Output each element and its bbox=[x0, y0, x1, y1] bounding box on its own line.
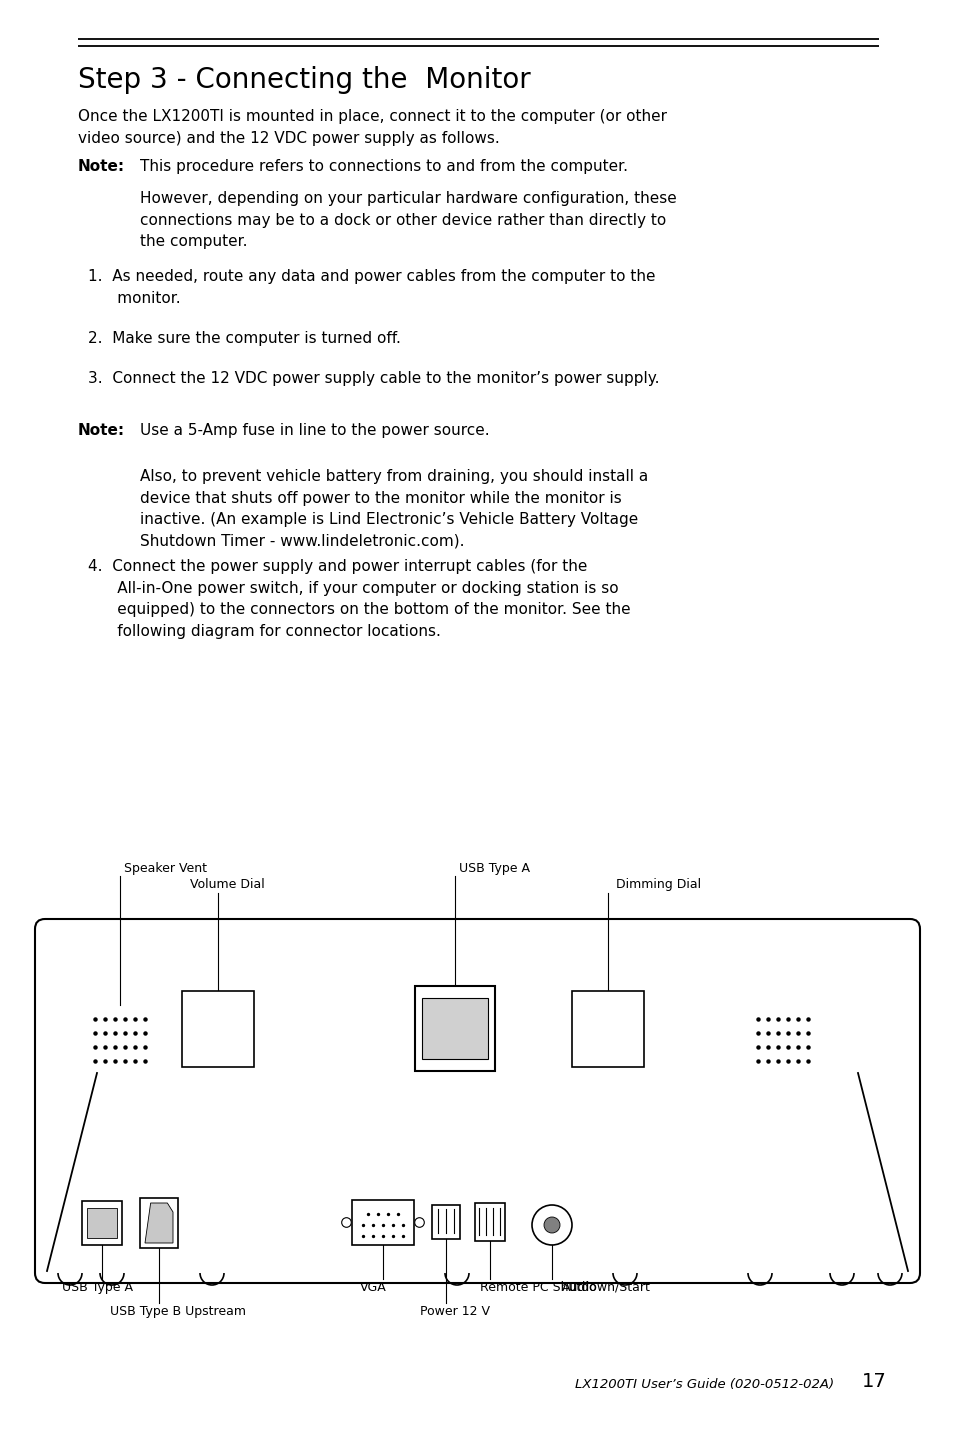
Text: Also, to prevent vehicle battery from draining, you should install a
device that: Also, to prevent vehicle battery from dr… bbox=[140, 469, 648, 550]
Text: Step 3 - Connecting the  Monitor: Step 3 - Connecting the Monitor bbox=[78, 66, 530, 94]
FancyBboxPatch shape bbox=[35, 919, 919, 1284]
Text: Use a 5-Amp fuse in line to the power source.: Use a 5-Amp fuse in line to the power so… bbox=[140, 424, 489, 438]
Text: However, depending on your particular hardware configuration, these
connections : However, depending on your particular ha… bbox=[140, 190, 676, 249]
Text: VGA: VGA bbox=[359, 1281, 386, 1294]
Text: USB Type B Upstream: USB Type B Upstream bbox=[110, 1305, 246, 1318]
Bar bbox=[421, 997, 488, 1059]
Text: 17: 17 bbox=[862, 1372, 886, 1391]
Circle shape bbox=[415, 1218, 424, 1228]
Circle shape bbox=[543, 1216, 559, 1234]
Bar bbox=[140, 1198, 178, 1248]
Text: LX1200TI User’s Guide (020-0512-02A): LX1200TI User’s Guide (020-0512-02A) bbox=[575, 1378, 833, 1391]
Polygon shape bbox=[145, 1203, 172, 1244]
Text: Audio: Audio bbox=[561, 1281, 597, 1294]
Circle shape bbox=[341, 1218, 351, 1228]
Circle shape bbox=[532, 1205, 572, 1245]
Text: Remote PC Shutdown/Start: Remote PC Shutdown/Start bbox=[479, 1281, 649, 1294]
Bar bbox=[475, 1203, 504, 1241]
Text: Speaker Vent: Speaker Vent bbox=[124, 861, 207, 874]
Text: 2.  Make sure the computer is turned off.: 2. Make sure the computer is turned off. bbox=[88, 331, 400, 346]
Bar bbox=[82, 1201, 122, 1245]
Bar bbox=[87, 1208, 117, 1238]
Text: Volume Dial: Volume Dial bbox=[190, 879, 265, 892]
Bar bbox=[182, 992, 253, 1068]
Text: This procedure refers to connections to and from the computer.: This procedure refers to connections to … bbox=[140, 159, 627, 175]
Bar bbox=[572, 992, 643, 1068]
Text: Power 12 V: Power 12 V bbox=[419, 1305, 490, 1318]
Bar bbox=[432, 1205, 459, 1239]
Text: USB Type A: USB Type A bbox=[458, 861, 530, 874]
Text: Dimming Dial: Dimming Dial bbox=[616, 879, 700, 892]
Text: 1.  As needed, route any data and power cables from the computer to the
      mo: 1. As needed, route any data and power c… bbox=[88, 269, 655, 306]
Text: 4.  Connect the power supply and power interrupt cables (for the
      All-in-On: 4. Connect the power supply and power in… bbox=[88, 560, 630, 638]
Text: Note:: Note: bbox=[78, 159, 125, 175]
Bar bbox=[415, 986, 495, 1070]
Bar bbox=[352, 1201, 414, 1245]
Text: USB Type A: USB Type A bbox=[62, 1281, 132, 1294]
Text: Once the LX1200TI is mounted in place, connect it to the computer (or other
vide: Once the LX1200TI is mounted in place, c… bbox=[78, 109, 666, 146]
Text: Note:: Note: bbox=[78, 424, 125, 438]
Text: 3.  Connect the 12 VDC power supply cable to the monitor’s power supply.: 3. Connect the 12 VDC power supply cable… bbox=[88, 371, 659, 386]
